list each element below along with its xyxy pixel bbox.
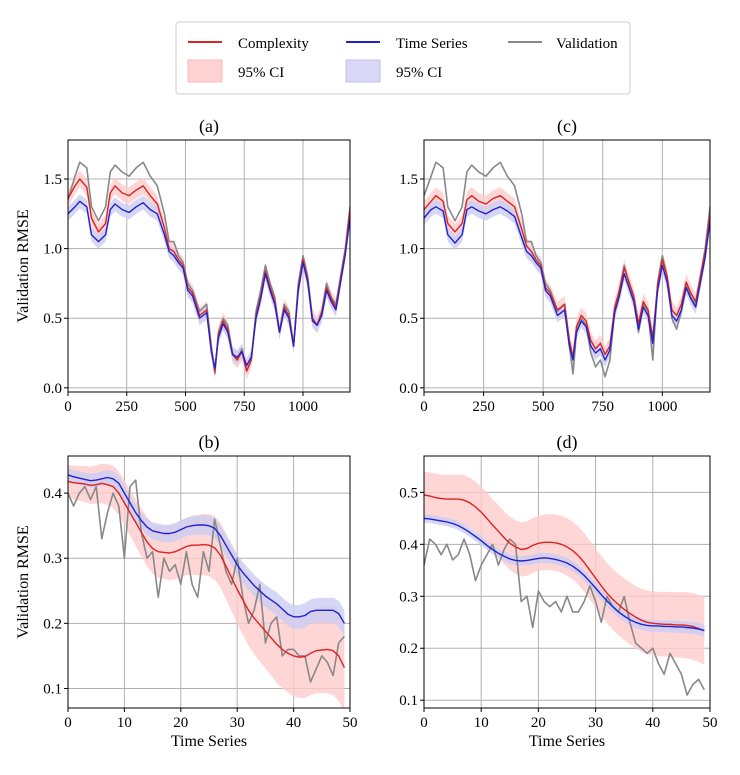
x-tick-label: 50 [343,715,358,731]
legend-frame [175,21,631,95]
x-tick-label: 500 [174,399,197,415]
series-line-time-series [68,200,350,369]
x-tick-label: 20 [173,715,188,731]
x-tick-label: 30 [588,715,603,731]
chart-title: (d) [557,432,578,453]
panel-d: 0 10 20 30 40 50 0.1 0.2 0.3 0.4 0.5 (d) Time Series [399,432,717,750]
x-tick-label: 0 [420,715,428,731]
legend-timeseries-ci-label: 95% CI [396,65,442,81]
series-line-complexity [68,480,346,668]
y-tick-label: 0.3 [43,551,62,567]
x-tick-label: 0 [64,399,72,415]
chart-title: (b) [199,432,220,453]
plot-area [68,463,346,708]
x-tick-label: 10 [474,715,489,731]
plot-area [424,471,706,696]
y-tick-label: 0.5 [399,311,418,327]
panel-c: 0 250 500 750 1000 0.0 0.5 1.0 1.5 (c) [399,116,711,415]
series-line-validation [424,538,706,696]
x-tick-label: 10 [117,715,132,731]
x-tick-label: 750 [592,399,615,415]
legend-complexity-ci-swatch [187,59,223,83]
x-tick-label: 20 [531,715,546,731]
y-axis-label: Validation RMSE [15,525,32,638]
x-tick-label: 50 [703,715,718,731]
ci-band-complexity [68,463,345,708]
axes-frame [67,139,351,393]
y-tick-label: 0.4 [43,486,62,502]
series-line-time-series [68,474,346,624]
chart-title: (a) [199,116,219,137]
y-tick-label: 0.0 [43,381,62,397]
ci-band-time-series [424,199,710,367]
series-line-time-series [424,206,710,361]
y-tick-label: 0.4 [399,537,418,553]
axes-frame [423,455,711,709]
x-tick-label: 250 [116,399,139,415]
y-tick-label: 0.0 [399,381,418,397]
legend-timeseries-label: Time Series [396,36,468,52]
legend-complexity-label: Complexity [238,36,309,52]
series-line-complexity [424,494,705,632]
series-line-validation [68,479,346,683]
y-tick-label: 1.0 [43,242,62,258]
x-tick-label: 40 [645,715,660,731]
x-tick-label: 1000 [647,399,677,415]
y-tick-label: 0.1 [399,693,418,709]
y-tick-label: 0.2 [399,641,418,657]
x-tick-label: 40 [286,715,301,731]
x-tick-label: 750 [233,399,256,415]
x-tick-label: 30 [230,715,245,731]
y-tick-label: 1.0 [399,242,418,258]
x-tick-label: 0 [420,399,428,415]
axes-frame [67,455,351,709]
chart-title: (c) [557,116,577,137]
legend: Complexity Time Series Validation 95% CI… [175,21,631,95]
legend-timeseries-ci-swatch [345,59,381,83]
y-tick-label: 0.2 [43,616,62,632]
plot-area [68,161,350,380]
plot-area [424,161,710,378]
y-tick-label: 0.3 [399,589,418,605]
y-axis-label: Validation RMSE [15,209,32,322]
legend-complexity-ci-label: 95% CI [238,65,284,81]
series-line-complexity [424,194,710,358]
y-tick-label: 0.5 [43,311,62,327]
x-tick-label: 1000 [288,399,318,415]
x-tick-label: 250 [472,399,495,415]
x-axis-label: Time Series [171,733,247,750]
ci-band-time-series [68,468,345,637]
panel-b: 0 10 20 30 40 50 0.1 0.2 0.3 0.4 (b) Time Series Val… [15,432,358,750]
series-line-time-series [424,517,705,632]
y-tick-label: 0.5 [399,485,418,501]
legend-validation-label: Validation [556,36,618,52]
y-tick-label: 0.1 [43,681,62,697]
y-tick-label: 1.5 [399,172,418,188]
y-tick-label: 1.5 [43,172,62,188]
x-axis-label: Time Series [529,733,605,750]
x-tick-label: 0 [64,715,72,731]
x-tick-label: 500 [532,399,555,415]
axes-frame [423,139,711,393]
panel-a: 0 250 500 750 1000 0.0 0.5 1.0 1.5 (a) Validation … [15,116,351,415]
